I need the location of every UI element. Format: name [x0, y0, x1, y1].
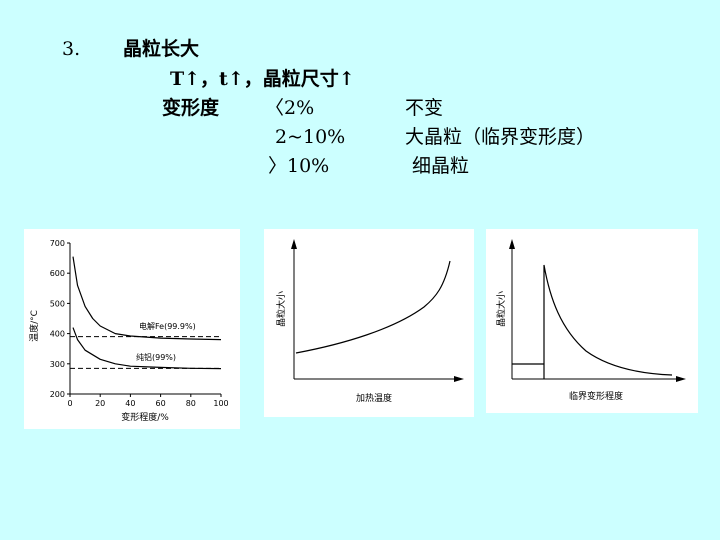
chart1-ytick-label: 200 [50, 390, 65, 399]
heading-number: 3. [62, 38, 81, 60]
chart1-xlabel: 变形程度/% [121, 411, 169, 423]
chart3-curve [512, 264, 673, 379]
chart2-xlabel: 加热温度 [356, 392, 392, 404]
chart2-ylabel: 晶粒大小 [275, 291, 287, 327]
chart3-svg: 晶粒大小 临界变形程度 [495, 239, 686, 402]
chart1-ytick-label: 300 [50, 360, 65, 369]
chart2-y-arrow-icon [291, 239, 297, 249]
chart2-svg: 晶粒大小 加热温度 [275, 239, 464, 404]
chart1-ytick-label: 700 [50, 239, 65, 248]
chart1-ytick-label: 600 [50, 269, 65, 278]
chart1-ylabel: 温度/°C [28, 310, 40, 342]
chart2-curve [295, 260, 451, 354]
deformation-label: 变形度 [162, 97, 220, 119]
chart1-xtick-label: 40 [125, 399, 135, 408]
chart1-svg: 温度/°C 变形程度/% 电解Fe(99.9%) 纯铝(99%) 2003004… [28, 239, 229, 423]
result-mid: 大晶粒（临界变形度） [405, 126, 596, 148]
condition-mid: 2~10% [275, 126, 346, 148]
chart1-xtick-label: 80 [186, 399, 196, 408]
condition-low: 〈2% [265, 97, 315, 119]
chart3-xlabel: 临界变形程度 [569, 390, 623, 402]
chart1-series-line-1 [72, 327, 222, 370]
grain-size-rule: T↑，t↑，晶粒尺寸↑ [170, 68, 355, 90]
chart1-xtick-label: 0 [67, 399, 72, 408]
chart1-ytick-label: 500 [50, 299, 65, 308]
chart1-xtick-label: 60 [156, 399, 166, 408]
chart2-x-arrow-icon [454, 376, 464, 382]
chart1-series-line-0 [72, 256, 222, 341]
chart3-y-arrow-icon [509, 239, 515, 249]
chart1-xtick-label: 20 [95, 399, 105, 408]
chart1-ytick-label: 400 [50, 330, 65, 339]
result-low: 不变 [405, 97, 444, 119]
grain-size-vs-heating-chart: 晶粒大小 加热温度 [264, 229, 474, 417]
heading-title: 晶粒长大 [123, 38, 200, 60]
chart1-series-fe-label: 电解Fe(99.9%) [139, 321, 196, 331]
chart1-series-al-label: 纯铝(99%) [136, 352, 176, 362]
recrystallization-temperature-chart: 温度/°C 变形程度/% 电解Fe(99.9%) 纯铝(99%) 200 300 4… [24, 229, 240, 429]
result-high: 细晶粒 [412, 155, 470, 177]
grain-size-vs-deformation-chart: 晶粒大小 临界变形程度 [486, 229, 698, 413]
chart3-ylabel: 晶粒大小 [495, 291, 507, 327]
chart1-xtick-label: 100 [213, 399, 228, 408]
condition-high: 〉10% [268, 155, 330, 177]
chart3-x-arrow-icon [676, 376, 686, 382]
